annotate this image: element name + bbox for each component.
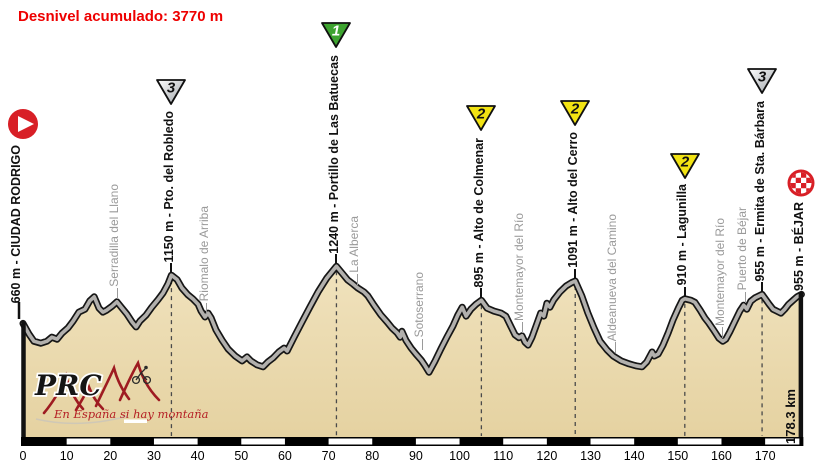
marker-category-number: 2	[476, 106, 486, 123]
category-1-marker-icon: 1	[321, 22, 352, 49]
axis-white-segment	[153, 438, 198, 445]
axis-white-segment	[328, 438, 373, 445]
axis-tick-label: 170	[754, 449, 776, 463]
stage-distance-label: 178.3 km	[782, 389, 798, 444]
logo-brand-text: PRC	[34, 369, 102, 402]
play-icon-triangle	[18, 116, 34, 132]
marker-category-number: 2	[680, 153, 690, 170]
marker-category-number: 1	[332, 23, 340, 40]
axis-tick-label: 110	[493, 449, 514, 463]
marker-triangle	[560, 100, 591, 126]
stage-title: Desnivel acumulado: 3770 m	[18, 8, 224, 25]
town-pointer-line	[206, 302, 208, 314]
category-3-marker-icon: 3	[747, 68, 777, 95]
prc-logo: PRC En España si hay montaña	[32, 359, 209, 425]
town-pointer-line	[521, 322, 523, 334]
logo-slogan-text: En España si hay montaña	[53, 407, 209, 421]
axis-tick-label: 140	[623, 449, 645, 463]
axis-tick-label: 0	[19, 449, 27, 463]
summit-tick	[761, 282, 764, 293]
axis-tick-label: 30	[147, 449, 161, 463]
axis-tick-label: 40	[190, 449, 205, 463]
climb-label: 910 m - Lagunilla	[675, 184, 690, 286]
town-pointer-line	[421, 338, 423, 350]
axis-tick-label: 120	[536, 449, 558, 463]
town-label: Puerto de Béjar	[735, 207, 750, 291]
town-pointer-line	[722, 327, 724, 339]
axis-white-segment	[415, 438, 460, 445]
axis-tick-label: 80	[365, 449, 380, 463]
marker-category-number: 2	[570, 100, 580, 117]
axis-tick-label: 50	[234, 449, 249, 463]
axis-tick-label: 100	[449, 449, 470, 463]
profile-road	[21, 264, 804, 374]
climb-label: 1240 m - Portillo de Las Batuecas	[326, 54, 341, 254]
category-2-marker-icon: 2	[669, 152, 700, 179]
town-label: Riomalo de Arriba	[196, 206, 211, 302]
logo-mountains	[42, 359, 161, 415]
climb-label: 895 m - Alto de Colmenar	[471, 137, 486, 288]
town-pointer-line	[744, 291, 746, 303]
town-pointer-line	[356, 273, 358, 285]
town-pointer-line	[116, 287, 118, 299]
town-label: Montemayor del Río	[712, 218, 727, 327]
summit-tick	[170, 263, 173, 274]
summit-tick	[574, 268, 577, 279]
axis-white-segment	[765, 438, 800, 445]
town-pointer-line	[614, 342, 616, 354]
town-label: Montemayor del Río	[512, 213, 527, 322]
climb-label: 955 m - Ermita de Sta. Bárbara	[752, 100, 767, 282]
climb-label: 1150 m - Pto. del Robledo	[161, 110, 176, 263]
axis-tick-label: 60	[277, 449, 292, 463]
axis-white-segment	[677, 438, 722, 445]
axis-tick-label: 10	[59, 449, 74, 463]
start-play-icon	[8, 109, 38, 139]
town-label: Serradilla del Llano	[107, 184, 122, 287]
marker-triangle	[321, 22, 352, 49]
finish-checkered-flag-icon	[787, 169, 815, 197]
axis-tick-label: 90	[408, 449, 423, 463]
category-2-marker-icon: 2	[466, 105, 497, 132]
category-3-marker-icon: 3	[156, 79, 187, 106]
marker-category-number: 3	[167, 80, 176, 97]
axis-white-segment	[503, 438, 547, 445]
marker-triangle	[466, 105, 497, 132]
climb-label: 1091 m - Alto del Cerro	[565, 132, 580, 268]
town-label: La Alberca	[347, 216, 362, 273]
finish-label: 955 m - BÉJAR	[791, 202, 806, 292]
marker-triangle	[747, 68, 777, 95]
axis-white-segment	[590, 438, 635, 445]
town-label: Sotoserrano	[412, 272, 427, 338]
axis-tick-label: 20	[103, 449, 118, 463]
axis-tick-label: 130	[580, 449, 601, 463]
axis-tick-label: 150	[667, 449, 689, 463]
axis-tick-label: 160	[711, 449, 732, 463]
marker-triangle	[669, 152, 700, 179]
summit-tick	[480, 288, 483, 299]
marker-triangle	[156, 79, 187, 106]
marker-category-number: 3	[758, 69, 767, 86]
logo-white-mark	[124, 419, 147, 423]
summit-tick	[683, 286, 686, 297]
start-label: 660 m - CIUDAD RODRIGO	[8, 144, 23, 303]
town-label: Aldeanueva del Camino	[605, 214, 620, 342]
category-2-marker-icon: 2	[560, 100, 591, 126]
axis-white-segment	[66, 438, 111, 445]
summit-tick	[335, 254, 338, 265]
logo-underline-swoosh	[35, 415, 129, 425]
axis-white-segment	[241, 438, 285, 445]
distance-axis-bar	[21, 437, 804, 446]
logo-cyclist-icon	[131, 365, 152, 385]
axis-tick-label: 70	[321, 449, 336, 463]
